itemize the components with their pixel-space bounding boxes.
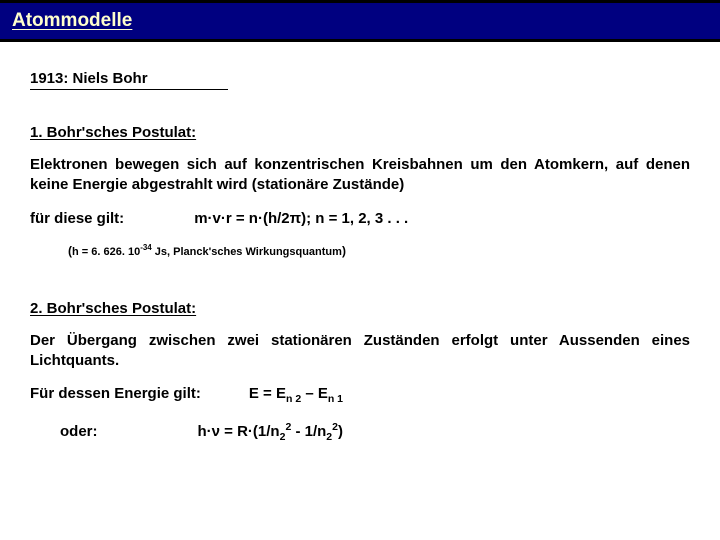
postulat2-title: 2. Bohr'sches Postulat: bbox=[30, 300, 690, 317]
e-n1: n 1 bbox=[328, 393, 343, 405]
postulat2-energy-line: Für dessen Energie gilt: E = En 2 – En 1 bbox=[30, 385, 690, 405]
note-close: ) bbox=[342, 244, 346, 258]
r-mid: - 1/n bbox=[291, 423, 326, 440]
r-close: ) bbox=[338, 423, 343, 440]
postulat2-text: Der Übergang zwischen zwei stationären Z… bbox=[30, 331, 690, 372]
postulat1-note: (h = 6. 626. 10-34 Js, Planck'sches Wirk… bbox=[68, 243, 690, 258]
postulat1-formula: m·v·r = n·(h/2π); n = 1, 2, 3 . . . bbox=[194, 210, 408, 227]
e-a: E = E bbox=[249, 385, 286, 402]
e-n2: n 2 bbox=[286, 393, 301, 405]
oder-label: oder: bbox=[60, 423, 98, 440]
e-mid: – E bbox=[301, 385, 328, 402]
note-unit: Js, Planck'sches Wirkungsquantum bbox=[152, 246, 342, 258]
note-exp: -34 bbox=[140, 243, 152, 252]
year-heading: 1913: Niels Bohr bbox=[30, 70, 228, 90]
postulat2-oder-line: oder:h·ν = R·(1/n22 - 1/n22) bbox=[30, 421, 690, 443]
r-a: h·ν = R·(1/n bbox=[198, 423, 280, 440]
postulat1-text: Elektronen bewegen sich auf konzentrisch… bbox=[30, 155, 690, 196]
postulat1-title: 1. Bohr'sches Postulat: bbox=[30, 124, 690, 141]
note-h: h = 6. 626. 10 bbox=[72, 246, 140, 258]
slide-title: Atommodelle bbox=[12, 10, 132, 32]
postulat1-formula-line: für diese gilt: m·v·r = n·(h/2π); n = 1, … bbox=[30, 210, 690, 227]
energy-prefix: Für dessen Energie gilt: bbox=[30, 385, 201, 402]
postulat1-prefix: für diese gilt: bbox=[30, 210, 124, 227]
slide-content: 1913: Niels Bohr 1. Bohr'sches Postulat:… bbox=[0, 42, 720, 479]
slide-header: Atommodelle bbox=[0, 0, 720, 42]
